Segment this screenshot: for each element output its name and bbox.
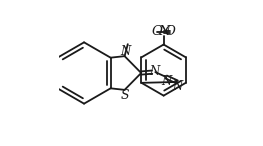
Text: N: N (161, 75, 171, 88)
Text: N: N (172, 80, 182, 93)
Text: S: S (120, 89, 129, 102)
Text: N: N (149, 65, 160, 78)
Text: N: N (158, 25, 169, 38)
Text: O: O (165, 25, 176, 38)
Text: N: N (120, 45, 130, 58)
Text: O: O (151, 25, 163, 38)
